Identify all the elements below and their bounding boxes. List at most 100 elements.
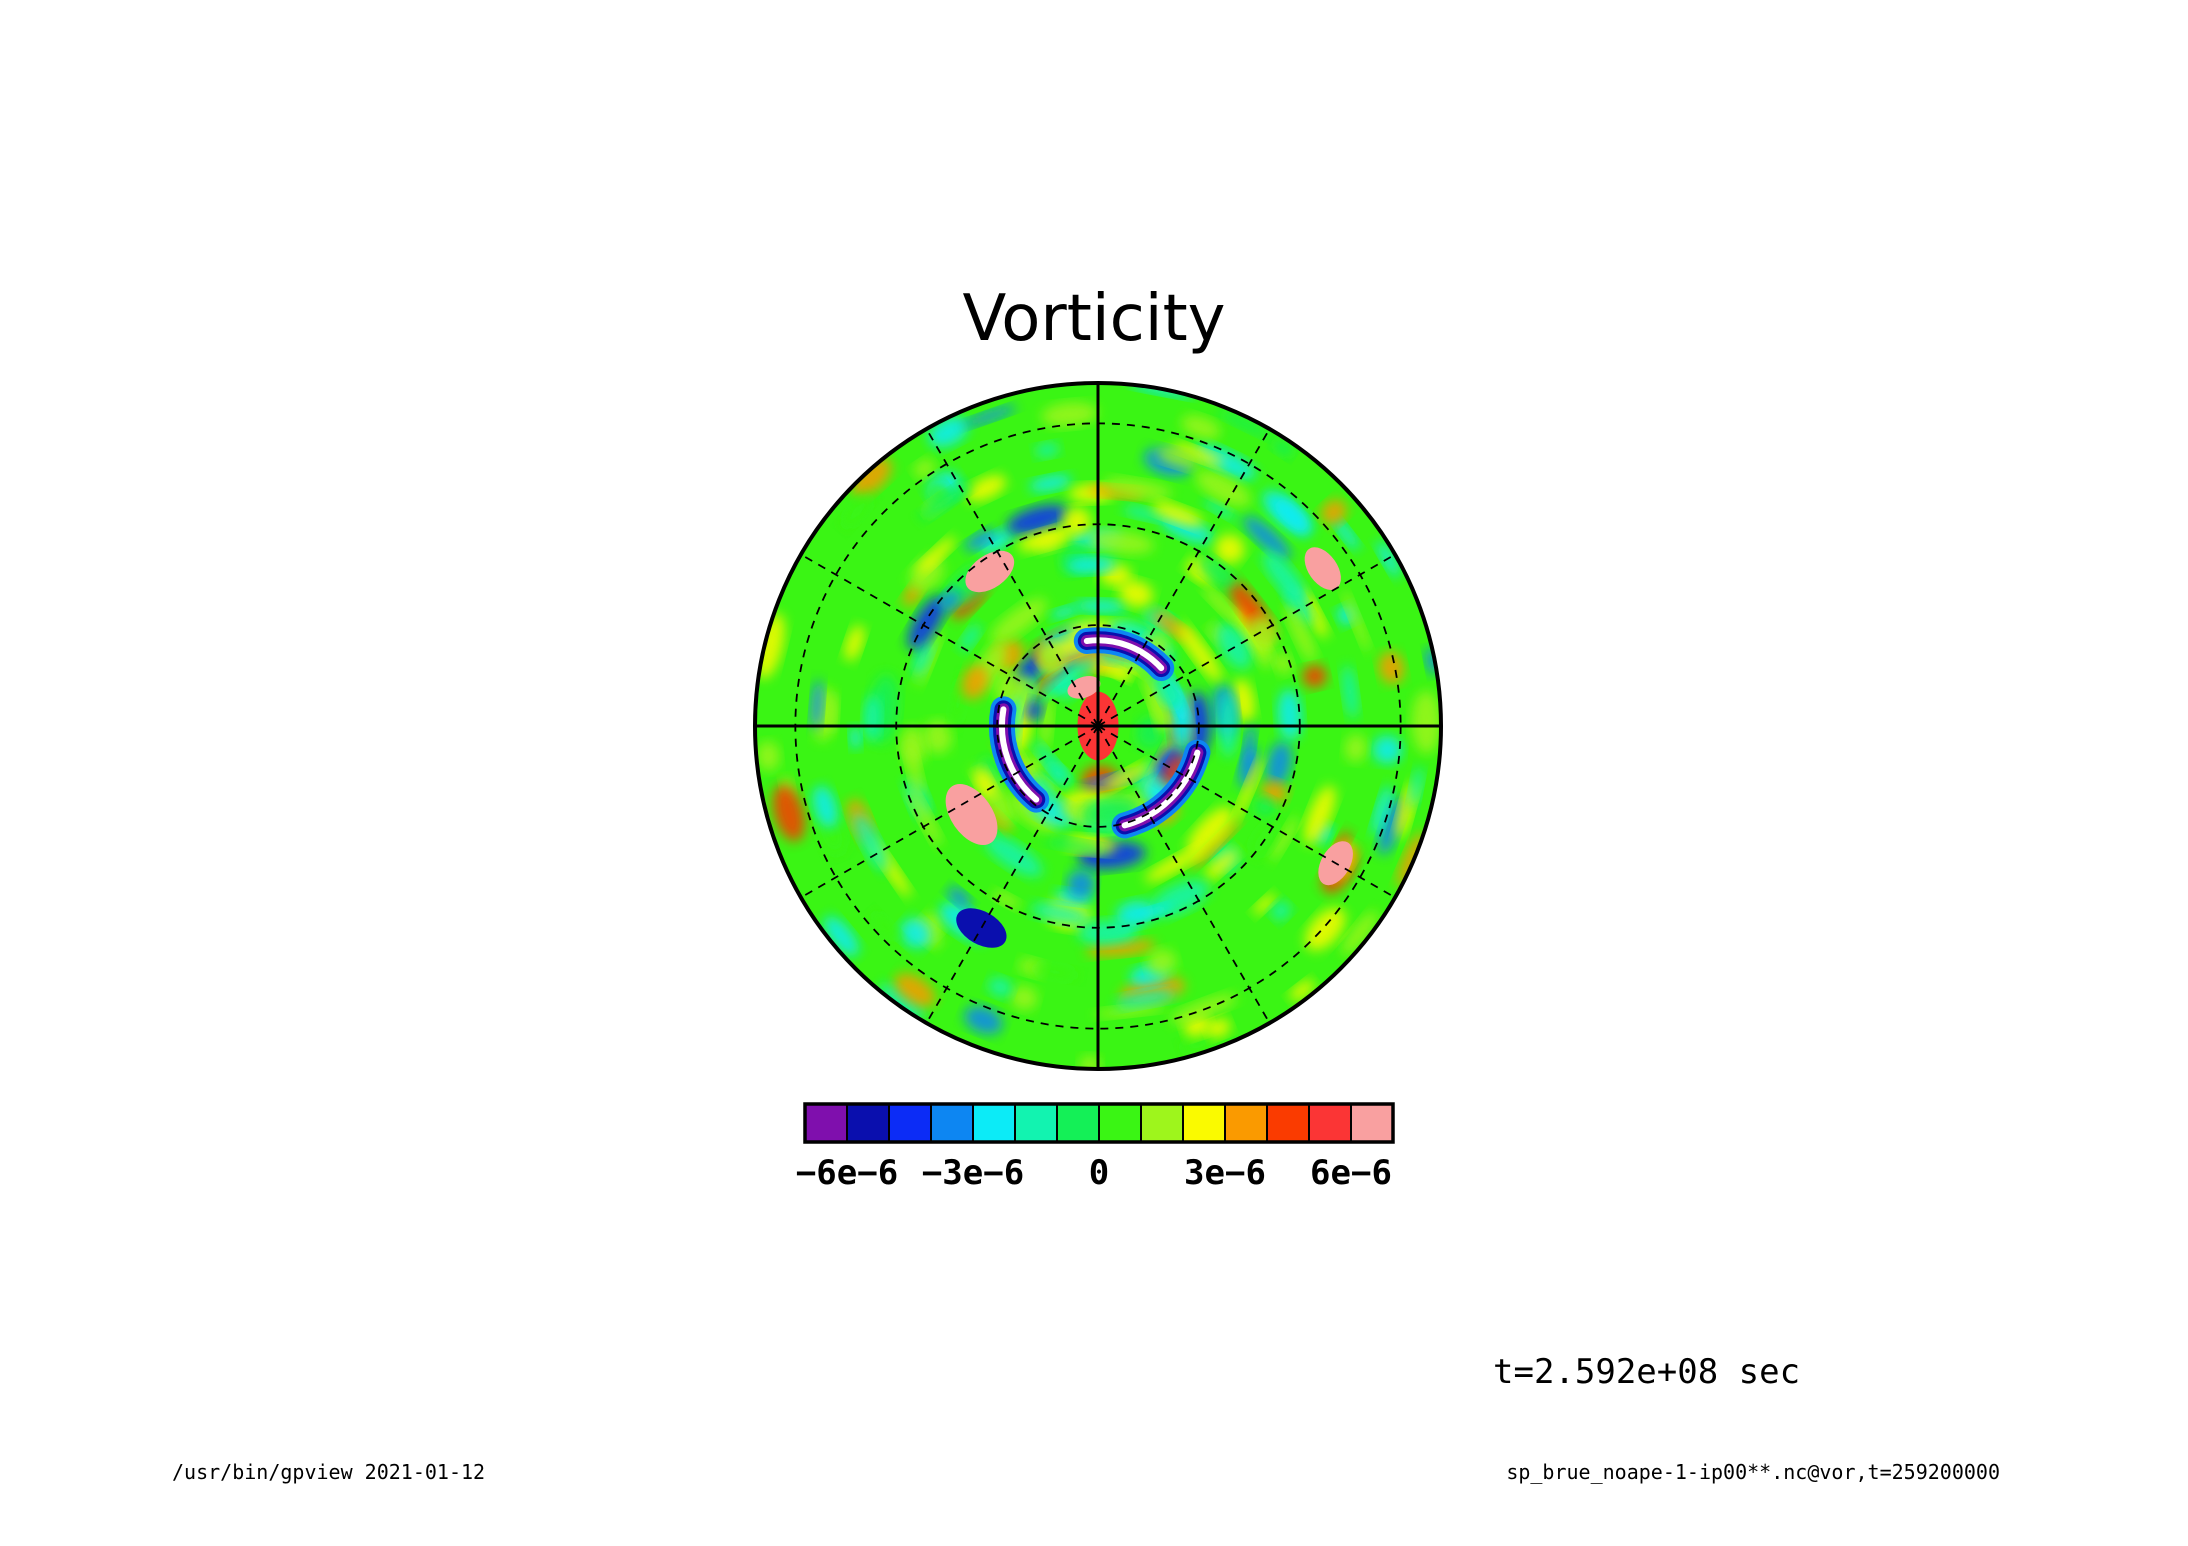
- field-patch: [1372, 785, 1392, 837]
- field-patch: [1187, 806, 1234, 856]
- field-patch: [959, 624, 981, 652]
- field-patch: [964, 528, 996, 551]
- field-patch: [1341, 910, 1378, 956]
- field-patch: [1215, 534, 1245, 564]
- field-patch: [1342, 589, 1370, 653]
- colorbar-swatch: [930, 1103, 974, 1143]
- field-patch: [1156, 447, 1200, 469]
- field-patch: [1285, 604, 1317, 663]
- field-patch: [1234, 756, 1263, 821]
- field-patch: [1203, 499, 1236, 520]
- meridian-line: [1097, 725, 1396, 899]
- field-patch: [1378, 796, 1405, 855]
- field-patch: [904, 739, 923, 797]
- field-patch: [1104, 763, 1149, 791]
- field-patch: [812, 785, 838, 828]
- colorbar-tick-label: 6e−6: [1310, 1153, 1392, 1193]
- colorbar-swatch: [1350, 1103, 1394, 1143]
- field-patch: [1079, 1055, 1101, 1069]
- field-patch: [1409, 766, 1424, 808]
- field-patch: [975, 770, 995, 798]
- field-patch: [851, 457, 892, 496]
- field-patch: [917, 536, 956, 574]
- field-patch: [1304, 785, 1336, 845]
- field-patch: [1217, 410, 1273, 439]
- colorbar-swatch: [1308, 1103, 1352, 1143]
- field-patch: [1181, 415, 1221, 439]
- field-patch: [1145, 847, 1204, 882]
- field-patch: [939, 589, 960, 612]
- field-patch: [964, 1006, 1003, 1035]
- meridian-line: [1097, 553, 1396, 727]
- field-patch: [947, 886, 972, 908]
- field-patch: [1190, 819, 1242, 870]
- field-patch: [920, 482, 972, 520]
- field-patch: [1344, 734, 1367, 763]
- field-patch: [912, 639, 933, 676]
- field-feature: [1067, 676, 1101, 699]
- field-patch: [810, 679, 824, 730]
- colorbar-swatch: [846, 1103, 890, 1143]
- field-patch: [909, 789, 942, 847]
- field-patch: [1046, 763, 1070, 784]
- field-patch: [1050, 606, 1078, 619]
- field-patch: [1037, 644, 1062, 671]
- field-patch: [849, 725, 862, 750]
- field-patch: [1378, 651, 1405, 685]
- field-patch: [1249, 615, 1278, 647]
- field-patch: [1195, 470, 1252, 507]
- field-patch: [1017, 527, 1074, 552]
- field-patch: [1302, 664, 1327, 688]
- colorbar-swatch: [1266, 1103, 1310, 1143]
- colorbar-tick-label: 0: [1089, 1153, 1109, 1193]
- field-feature: [945, 784, 998, 846]
- field-patch: [1040, 695, 1054, 748]
- field-patch: [1063, 507, 1091, 536]
- field-patch: [1272, 439, 1294, 457]
- colorbar-swatch: [1182, 1103, 1226, 1143]
- field-patch: [1289, 980, 1315, 1001]
- field-feature: [1121, 749, 1201, 829]
- field-patch: [871, 912, 900, 942]
- meridian-line: [1097, 428, 1271, 727]
- field-patch: [1066, 556, 1117, 574]
- field-patch: [1162, 754, 1186, 787]
- field-patch: [1172, 443, 1224, 466]
- field-patch: [1152, 501, 1203, 527]
- colorbar-tick-label: −6e−6: [796, 1153, 898, 1193]
- footer-left: /usr/bin/gpview 2021-01-12: [172, 1460, 486, 1484]
- field-patch: [913, 459, 935, 479]
- field-patch: [823, 916, 859, 957]
- field-patch: [1094, 1004, 1166, 1018]
- field-patch: [1006, 504, 1069, 535]
- colorbar-swatch: [1140, 1103, 1184, 1143]
- colorbar-swatch: [1014, 1103, 1058, 1143]
- field-feature: [998, 706, 1040, 803]
- field-patch: [826, 691, 838, 734]
- field-patch: [1274, 651, 1293, 675]
- map-grid: [753, 381, 1443, 1071]
- field-feature: [965, 550, 1015, 593]
- field-patch: [900, 918, 932, 949]
- field-patch: [1266, 741, 1292, 787]
- footer-right: sp_brue_noape-1-ip00**.nc@vor,t=25920000…: [1506, 1460, 2000, 1484]
- field-patch: [994, 670, 1019, 702]
- field-patch: [1299, 588, 1328, 639]
- field-patch: [1205, 849, 1238, 880]
- field-patch: [1262, 551, 1307, 603]
- field-patch: [1031, 963, 1079, 981]
- field-patch: [1147, 949, 1177, 976]
- field-patch: [1041, 402, 1098, 427]
- field-patch: [1342, 664, 1359, 720]
- field-patch: [990, 598, 1047, 643]
- field-patch: [1034, 442, 1060, 458]
- field-patch: [842, 494, 873, 528]
- field-patch: [1305, 907, 1346, 951]
- field-patch: [1178, 623, 1222, 682]
- field-patch: [1271, 901, 1291, 921]
- field-patch: [772, 784, 806, 842]
- field-patch: [878, 983, 925, 1020]
- field-patch: [853, 812, 888, 872]
